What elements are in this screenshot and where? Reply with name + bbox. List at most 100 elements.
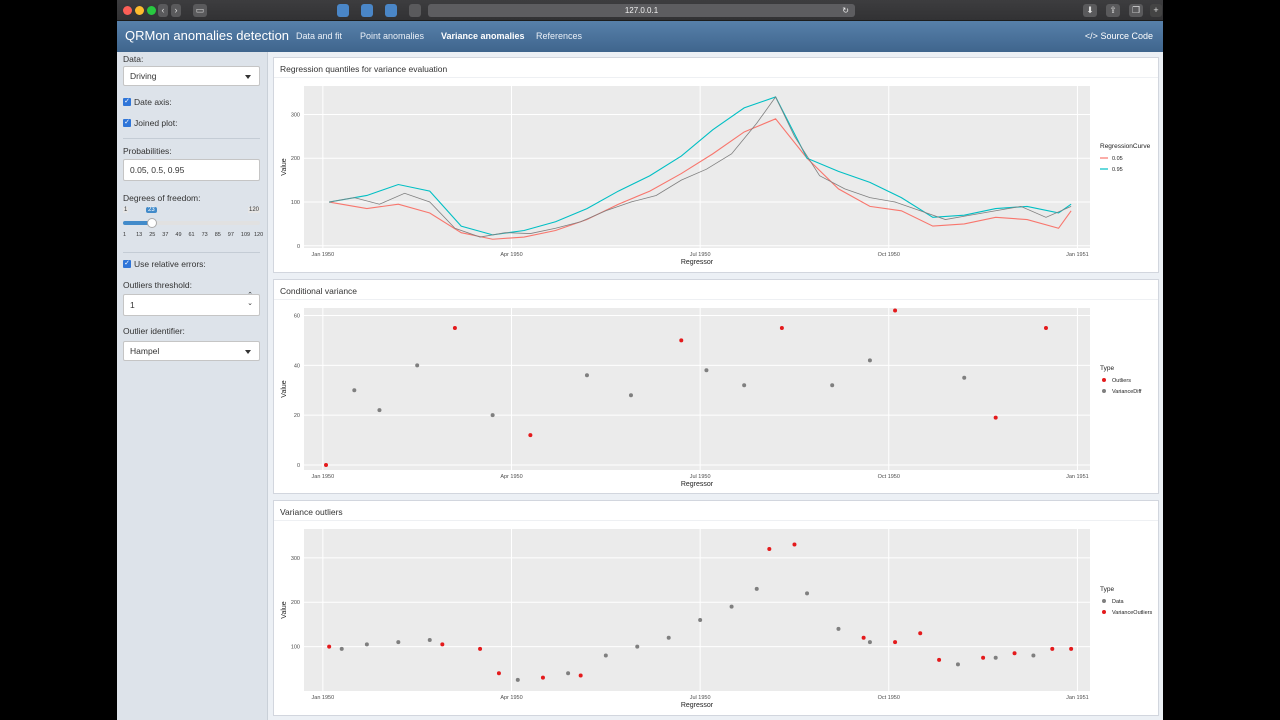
new-tab-icon[interactable]: + <box>1150 4 1162 17</box>
y-axis-label: Value <box>281 158 288 175</box>
regression-quantiles-panel: Regression quantiles for variance evalua… <box>273 57 1159 273</box>
tab-point-anomalies[interactable]: Point anomalies <box>360 31 425 41</box>
legend-key <box>1102 378 1106 382</box>
y-tick-label: 100 <box>291 645 300 651</box>
data-point <box>377 408 382 413</box>
data-point <box>861 635 866 640</box>
x-tick-label: Jan 1951 <box>1066 474 1089 480</box>
x-tick-label: Apr 1950 <box>500 252 522 258</box>
data-point <box>490 413 495 418</box>
data-point <box>805 591 810 596</box>
data-point <box>993 415 998 420</box>
share-icon[interactable]: ⇪ <box>1106 4 1120 17</box>
data-select-value: Driving <box>130 71 157 81</box>
source-code-label: Source Code <box>1100 31 1153 41</box>
data-point <box>1050 646 1055 651</box>
panel-title: Conditional variance <box>280 286 358 296</box>
data-point <box>628 393 633 398</box>
dof-tick-label: 61 <box>188 232 195 238</box>
conditional-variance-panel: Conditional variance Jan 1950 Apr 1950 Jul… <box>273 279 1159 494</box>
y-tick-label: 300 <box>291 112 300 118</box>
dof-tick-label: 37 <box>162 232 169 238</box>
relative-errors-checkbox[interactable]: ✓ <box>123 260 131 268</box>
dof-slider-handle[interactable] <box>147 218 157 228</box>
dof-tick-label: 49 <box>175 232 182 238</box>
legend-title: RegressionCurve <box>1100 143 1151 150</box>
series-line <box>329 96 1072 236</box>
sidebar-toggle-icon[interactable]: ▭ <box>193 4 207 17</box>
probabilities-input[interactable]: 0.05, 0.5, 0.95 <box>123 159 260 181</box>
tab-variance-anomalies[interactable]: Variance anomalies <box>441 31 525 41</box>
data-point <box>566 671 571 676</box>
data-point <box>830 383 835 388</box>
data-point <box>327 644 332 649</box>
x-tick-label: Jul 1950 <box>690 252 711 258</box>
data-point <box>584 373 589 378</box>
data-point <box>452 325 457 330</box>
shield-icon[interactable] <box>409 4 421 17</box>
data-point <box>767 546 772 551</box>
x-axis-label: Regressor <box>681 702 714 709</box>
sidebar: Data: Driving ✓ Date axis: ✓ Joined plot… <box>117 52 268 720</box>
date-axis-checkbox[interactable]: ✓ <box>123 98 131 106</box>
dof-tick-label: 97 <box>227 232 234 238</box>
reload-icon[interactable]: ↻ <box>842 6 849 15</box>
panel-title: Regression quantiles for variance evalua… <box>280 64 448 74</box>
tab-data-and-fit[interactable]: Data and fit <box>296 31 343 41</box>
url-text: 127.0.0.1 <box>624 6 659 15</box>
stepper-icon[interactable]: ⌃ ⌄ <box>247 292 253 307</box>
data-point <box>528 433 533 438</box>
data-point <box>867 640 872 645</box>
maximize-window-icon[interactable] <box>147 6 156 15</box>
data-point <box>742 383 747 388</box>
data-point <box>666 635 671 640</box>
joined-plot-checkbox[interactable]: ✓ <box>123 119 131 127</box>
data-point <box>679 338 684 343</box>
tabs-overview-icon[interactable]: ❐ <box>1129 4 1143 17</box>
data-point <box>427 637 432 642</box>
download-icon[interactable]: ⬇ <box>1083 4 1097 17</box>
data-point <box>962 375 967 380</box>
source-code-link[interactable]: </> Source Code <box>1085 31 1153 41</box>
chevron-down-icon <box>245 75 251 79</box>
close-window-icon[interactable] <box>123 6 132 15</box>
panel-title: Variance outliers <box>280 507 343 517</box>
outliers-threshold-input[interactable]: 1 ⌃ ⌄ <box>123 292 260 316</box>
tab-references[interactable]: References <box>536 31 583 41</box>
data-point <box>729 604 734 609</box>
data-point <box>324 463 329 468</box>
dof-slider-track[interactable] <box>123 221 260 225</box>
extension-icon[interactable] <box>337 4 349 17</box>
regression-quantiles-chart: Jan 1950 Apr 1950 Jul 1950 Oct 1950 Jan 1951… <box>281 86 1151 266</box>
y-tick-label: 20 <box>294 413 300 419</box>
data-point <box>540 675 545 680</box>
globe-icon[interactable] <box>361 4 373 17</box>
data-point <box>1043 325 1048 330</box>
y-tick-label: 100 <box>291 200 300 206</box>
url-bar[interactable]: 127.0.0.1 ↻ <box>428 4 855 17</box>
legend-label: 0.95 <box>1112 167 1123 173</box>
forward-icon[interactable]: › <box>171 4 181 17</box>
dof-slider-ticks: 1 13 25 37 49 61 73 85 97 109 120 <box>123 230 263 242</box>
app-window: ‹ › ▭ 127.0.0.1 ↻ ⬇ ⇪ ❐ + QRMon anomalie… <box>117 0 1163 720</box>
series-line <box>329 96 1072 238</box>
plot-background <box>304 529 1090 691</box>
minimize-window-icon[interactable] <box>135 6 144 15</box>
legend-label: VarianceOutliers <box>1112 610 1152 616</box>
y-tick-label: 300 <box>291 556 300 562</box>
back-icon[interactable]: ‹ <box>158 4 168 17</box>
outlier-identifier-select[interactable]: Hampel <box>123 341 260 361</box>
probabilities-label: Probabilities: <box>123 146 172 156</box>
data-point <box>1012 651 1017 656</box>
legend-key <box>1102 610 1106 614</box>
x-tick-label: Jan 1950 <box>312 252 335 258</box>
y-axis-label: Value <box>281 380 288 397</box>
legend-label: VarianceDiff <box>1112 389 1142 395</box>
dof-min-label: 1 <box>123 207 129 213</box>
app-navbar: QRMon anomalies detection Data and fit P… <box>117 21 1163 52</box>
data-point <box>603 653 608 658</box>
data-select[interactable]: Driving <box>123 66 260 86</box>
divider <box>274 520 1158 521</box>
data-point <box>440 642 445 647</box>
compass-icon[interactable] <box>385 4 397 17</box>
